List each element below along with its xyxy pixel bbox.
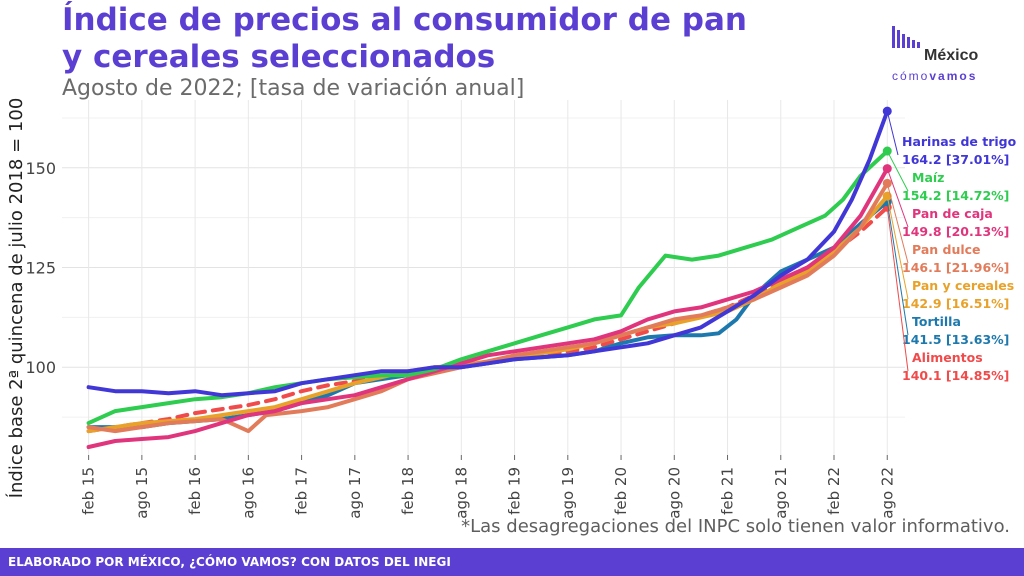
footer-banner: ELABORADO POR MÉXICO, ¿CÓMO VAMOS? CON D… (0, 548, 1024, 576)
series-lines (86, 106, 892, 449)
series-value-label: 164.2 [37.01%] (902, 152, 1009, 167)
x-tick-label: ago 19 (559, 467, 577, 519)
series-name-label: Pan dulce (912, 242, 981, 257)
x-tick-label: feb 16 (186, 467, 204, 515)
x-tick-label: ago 22 (878, 467, 896, 519)
label-connector (886, 168, 909, 228)
series-value-label: 142.9 [16.51%] (902, 296, 1009, 311)
x-tick-label: feb 21 (719, 467, 737, 515)
x-tick-label: ago 21 (772, 467, 790, 519)
label-connector (886, 201, 909, 336)
series-value-label: 140.1 [14.85%] (902, 368, 1009, 383)
series-labels: Harinas de trigo 164.2 [37.01%] Maíz 154.2 … (886, 111, 1017, 383)
series-value-label: 154.2 [14.72%] (902, 188, 1009, 203)
series-name-label: Pan de caja (912, 206, 993, 221)
x-tick-label: feb 22 (825, 467, 843, 515)
x-axis-ticks: feb 15 ago 15 feb 16 ago 16 feb 17 ago 17 feb … (80, 455, 896, 519)
mexico-como-vamos-logo: México cómovamos (892, 26, 978, 83)
chart-subtitle: Agosto de 2022; [tasa de variación anual… (62, 76, 525, 101)
series-name-label: Maíz (912, 170, 944, 185)
logo-bars-icon (892, 26, 920, 48)
y-tick-label: 125 (25, 259, 56, 278)
logo-mexico-text: México (924, 47, 978, 64)
y-axis-ticks: 100 125 150 (25, 159, 56, 377)
series-value-label: 141.5 [13.63%] (902, 332, 1009, 347)
x-tick-label: feb 20 (612, 467, 630, 515)
label-connector (886, 183, 909, 264)
x-tick-label: ago 15 (133, 467, 151, 519)
series-line-harinas-de-trigo (86, 109, 890, 398)
chart-title: Índice de precios al consumidor de pan y… (62, 2, 747, 75)
y-tick-label: 150 (25, 159, 56, 178)
series-value-label: 146.1 [21.96%] (902, 260, 1009, 275)
series-name-label: Tortilla (912, 314, 961, 329)
series-line-pan-y-cereales (86, 194, 890, 434)
x-tick-label: ago 18 (452, 467, 470, 519)
series-name-label: Harinas de trigo (902, 134, 1017, 149)
label-connector (886, 196, 909, 300)
x-tick-label: feb 19 (506, 467, 524, 515)
x-tick-label: ago 17 (346, 467, 364, 519)
x-tick-label: ago 16 (239, 467, 257, 519)
logo-vamos-text: vamos (929, 69, 977, 83)
svg-text:cómovamos: cómovamos (892, 69, 977, 83)
label-connector (886, 207, 909, 372)
logo-como-text: cómo (892, 69, 929, 83)
y-tick-label: 100 (25, 358, 56, 377)
series-name-label: Pan y cereales (912, 278, 1014, 293)
x-tick-label: feb 17 (293, 467, 311, 515)
y-axis-label: Índice base 2ª quincena de julio 2018 = … (5, 98, 27, 499)
label-connector (886, 150, 909, 192)
x-tick-label: feb 18 (399, 467, 417, 515)
x-tick-label: ago 20 (665, 467, 683, 519)
footnote: *Las desagregaciones del INPC solo tiene… (461, 516, 1010, 537)
series-line-pan-de-caja (86, 166, 890, 449)
label-connector (886, 111, 899, 156)
series-value-label: 149.8 [20.13%] (902, 224, 1009, 239)
x-tick-label: feb 15 (80, 467, 98, 515)
series-name-label: Alimentos (912, 350, 983, 365)
